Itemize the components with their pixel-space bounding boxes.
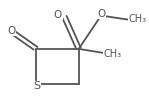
Text: S: S: [33, 81, 40, 91]
Text: O: O: [97, 9, 105, 19]
Text: CH₃: CH₃: [104, 49, 122, 59]
Text: CH₃: CH₃: [128, 14, 146, 24]
Text: O: O: [7, 26, 15, 36]
Text: O: O: [54, 10, 62, 20]
